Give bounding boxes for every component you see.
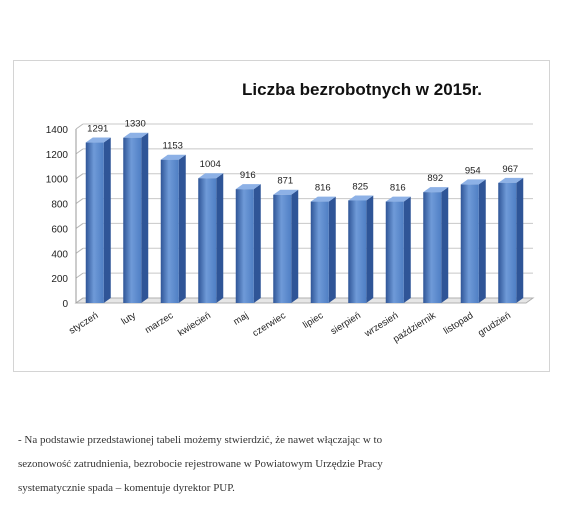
bar-top xyxy=(160,154,186,160)
chart-container: Liczba bezrobotnych w 2015r. 0 200 400 600 80… xyxy=(13,60,550,372)
bar xyxy=(160,159,179,303)
bar-top xyxy=(273,189,299,195)
x-tick-label: sierpień xyxy=(329,310,363,337)
gridline-depth xyxy=(75,173,84,180)
chart-floor xyxy=(74,297,535,304)
bar-side xyxy=(141,132,149,303)
bar-top xyxy=(423,187,449,193)
chart-title: Liczba bezrobotnych w 2015r. xyxy=(242,80,482,99)
bar-side xyxy=(103,137,111,303)
bar xyxy=(423,192,442,303)
gridline-depth xyxy=(75,247,84,254)
bar-side xyxy=(291,189,299,303)
data-label: 954 xyxy=(465,165,481,176)
bar xyxy=(348,200,367,303)
bar-top xyxy=(498,177,524,183)
x-tick-label: listopad xyxy=(442,310,476,337)
bar-side xyxy=(366,195,374,303)
x-tick-label: luty xyxy=(119,310,138,327)
bar-side xyxy=(441,187,449,303)
bar xyxy=(310,201,329,303)
y-tick-label: 1400 xyxy=(46,125,69,136)
gridline-depth xyxy=(75,223,84,229)
data-label: 816 xyxy=(390,183,406,194)
bar-chart: Liczba bezrobotnych w 2015r. 0 200 400 600 80… xyxy=(46,80,535,345)
x-tick-label: styczeń xyxy=(67,310,100,336)
bar-side xyxy=(178,154,186,303)
x-tick-label: lipiec xyxy=(301,310,325,331)
bar-top xyxy=(235,184,261,190)
bar-side xyxy=(216,173,224,303)
bar-side xyxy=(253,184,261,303)
x-tick-label: grudzień xyxy=(476,310,513,339)
caption-line-1: - Na podstawie przedstawionej tabeli moż… xyxy=(18,434,383,446)
bar-top xyxy=(385,196,411,202)
bar-side xyxy=(516,177,524,303)
data-label: 1291 xyxy=(87,124,108,135)
bar-side xyxy=(403,196,411,303)
gridline-depth xyxy=(75,148,84,155)
y-tick-label: 400 xyxy=(51,249,68,260)
bar-side xyxy=(478,179,486,303)
caption-line-3: systematycznie spada – komentuje dyrekto… xyxy=(18,482,235,494)
y-tick-label: 200 xyxy=(51,274,68,285)
y-tick-label: 0 xyxy=(62,299,68,310)
data-label: 1153 xyxy=(163,141,183,152)
data-label: 825 xyxy=(352,181,368,192)
y-tick-label: 1000 xyxy=(46,175,69,186)
y-tick-label: 1200 xyxy=(46,150,69,161)
bar-top xyxy=(348,195,374,201)
data-label: 871 xyxy=(277,176,293,187)
bar-top xyxy=(198,173,224,179)
y-tick-label: 600 xyxy=(51,224,68,235)
data-label: 892 xyxy=(427,173,443,184)
x-tick-label: marzec xyxy=(143,310,175,336)
bar-top xyxy=(460,179,486,185)
gridline-depth xyxy=(75,123,84,130)
bar xyxy=(123,137,142,303)
bar xyxy=(273,194,292,303)
gridline-depth xyxy=(75,272,84,279)
data-label: 1330 xyxy=(125,119,146,130)
x-tick-label: czerwiec xyxy=(251,310,288,339)
data-label: 816 xyxy=(315,183,331,194)
bar-top xyxy=(123,132,149,138)
bar xyxy=(85,142,104,303)
bar xyxy=(235,189,254,303)
caption-text: - Na podstawie przedstawionej tabeli moż… xyxy=(18,428,538,500)
gridline-depth xyxy=(75,198,84,204)
bar xyxy=(385,201,404,303)
bar xyxy=(498,182,517,303)
caption-line-2: sezonowość zatrudnienia, bezrobocie reje… xyxy=(18,458,383,470)
bar xyxy=(198,178,217,303)
data-label: 916 xyxy=(240,170,256,181)
bar-top xyxy=(85,137,111,143)
bar-side xyxy=(328,196,336,303)
data-label: 1004 xyxy=(200,159,221,170)
bar xyxy=(460,184,479,303)
x-tick-label: maj xyxy=(232,310,251,327)
x-tick-label: kwiecień xyxy=(176,310,213,339)
bar-top xyxy=(310,196,336,202)
x-tick-label: październik xyxy=(391,310,438,345)
y-tick-label: 800 xyxy=(51,200,68,211)
data-label: 967 xyxy=(502,164,518,175)
